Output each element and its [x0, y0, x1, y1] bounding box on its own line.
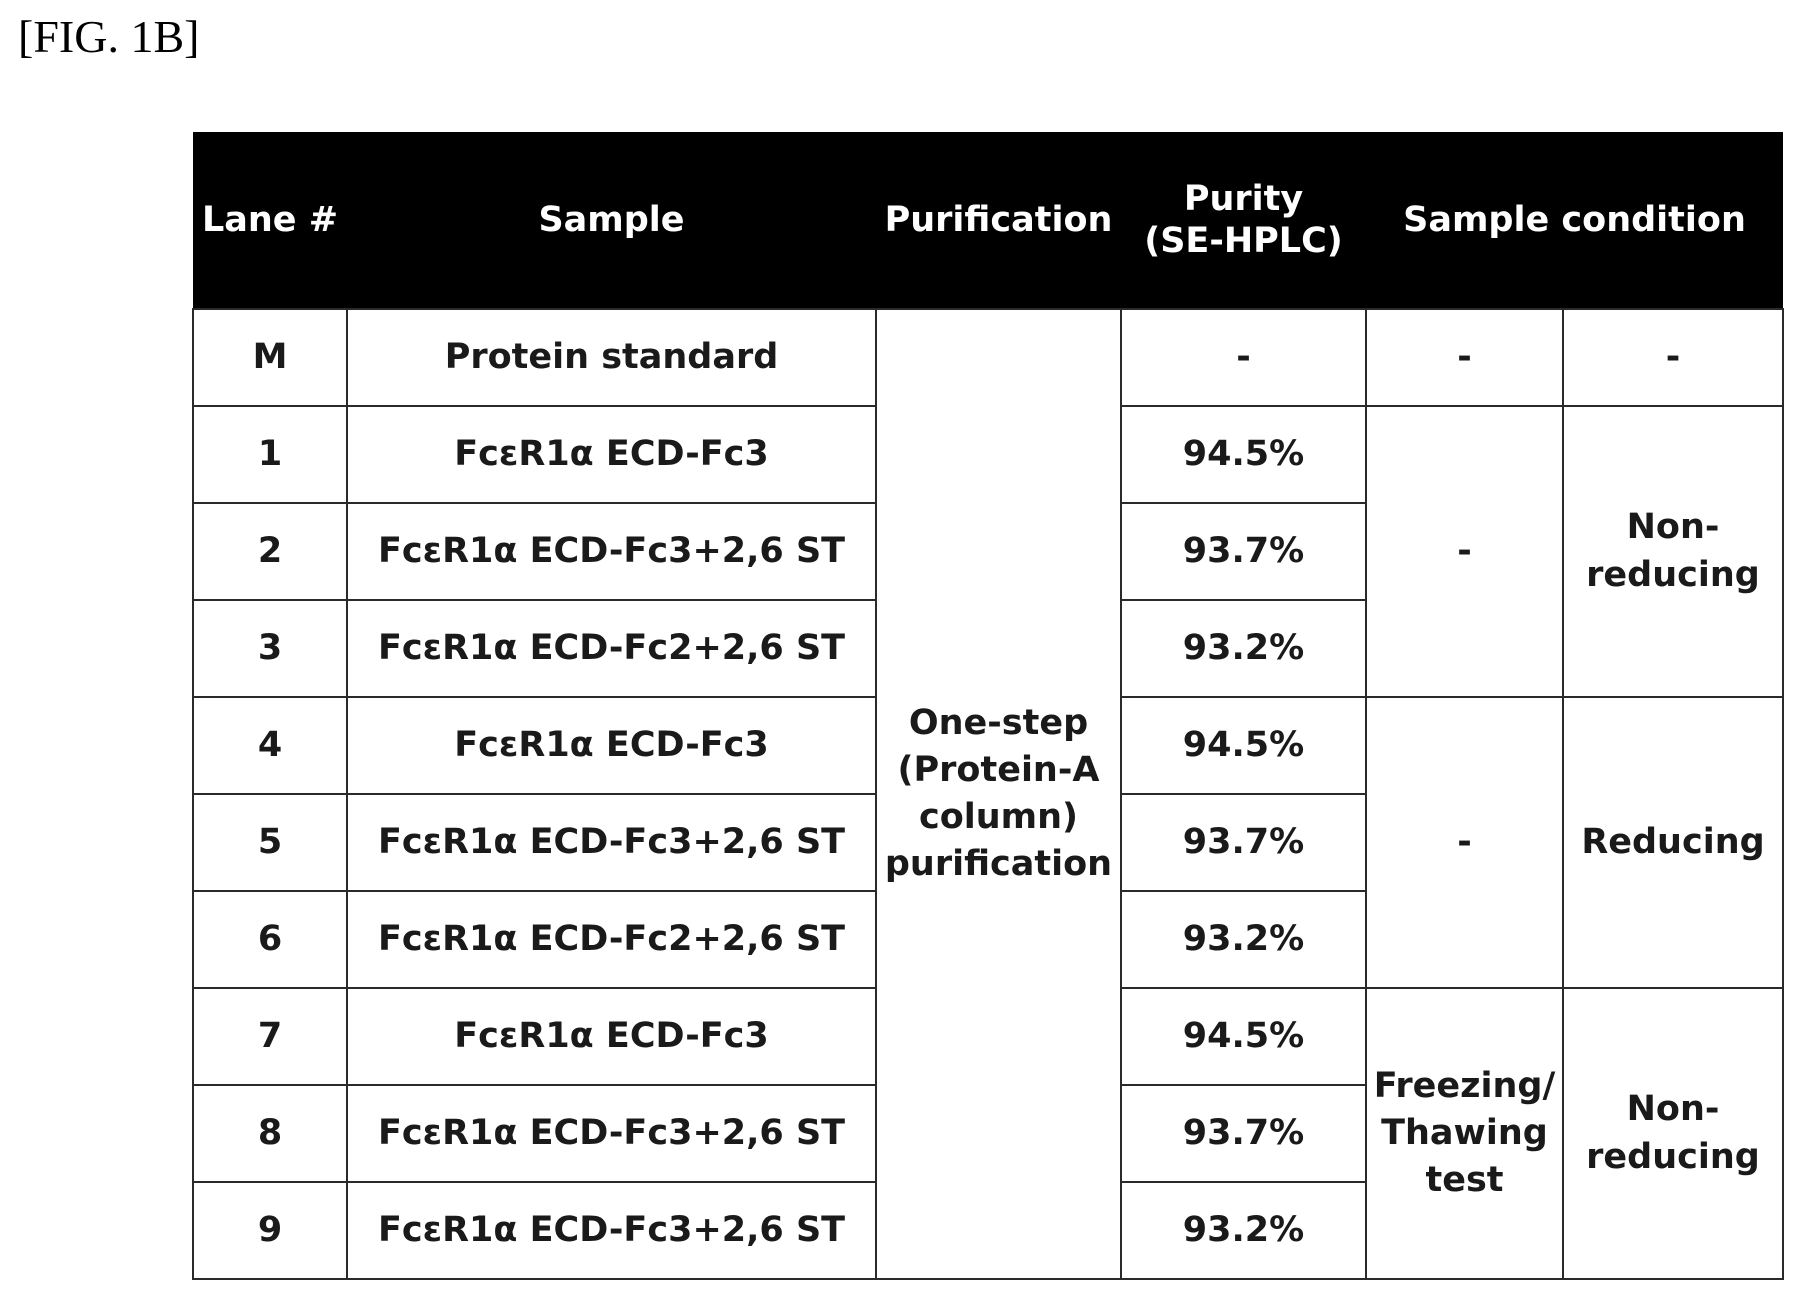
- lane-cell: 1: [192, 405, 348, 504]
- purity-cell: 93.2%: [1120, 890, 1367, 989]
- purity-cell: 93.7%: [1120, 1084, 1367, 1183]
- table-row: 6 FcεR1α ECD-Fc2+2,6 ST 93.2%: [192, 890, 1783, 989]
- purification-table: Lane # Sample Purification Purity (SE-HP…: [192, 132, 1785, 1280]
- header-row: Lane # Sample Purification Purity (SE-HP…: [193, 132, 1784, 309]
- table-row: 2 FcεR1α ECD-Fc3+2,6 ST 93.7%: [192, 502, 1783, 601]
- purity-cell: 94.5%: [1120, 405, 1367, 504]
- lane-cell: 5: [192, 793, 348, 892]
- table-row: 9 FcεR1α ECD-Fc3+2,6 ST 93.2%: [192, 1181, 1783, 1280]
- lane-cell: 7: [192, 987, 348, 1086]
- lane-cell: 3: [192, 599, 348, 698]
- condition-state-line1: Non-: [1626, 1089, 1720, 1130]
- table-row: 1 FcεR1α ECD-Fc3 94.5% - Non- reducing: [192, 405, 1785, 698]
- condition-test-cell: -: [1365, 405, 1564, 698]
- purity-cell: 93.2%: [1120, 599, 1367, 698]
- lane-cell: 6: [192, 890, 348, 989]
- sample-cell: FcεR1α ECD-Fc3+2,6 ST: [346, 1181, 877, 1280]
- purity-cell: -: [1120, 308, 1367, 407]
- header-purity: Purity (SE-HPLC): [1121, 132, 1366, 309]
- purity-cell: 93.2%: [1120, 1181, 1367, 1280]
- purification-line1: One-step: [908, 702, 1089, 743]
- condition-state-line2: reducing: [1586, 1136, 1760, 1177]
- purification-line3: column): [918, 797, 1079, 837]
- condition-state-cell: Non- reducing: [1561, 405, 1785, 698]
- lane-cell: 9: [192, 1181, 348, 1280]
- lane-cell: M: [192, 308, 348, 407]
- condition-state-cell: Non- reducing: [1561, 987, 1785, 1280]
- table-row: 3 FcεR1α ECD-Fc2+2,6 ST 93.2%: [192, 599, 1783, 698]
- condition-state-line2: reducing: [1586, 554, 1760, 595]
- condition-test-line2: Thawing: [1381, 1112, 1548, 1153]
- figure-label: [FIG. 1B]: [18, 11, 200, 62]
- header-purity-line1: Purity: [1183, 179, 1304, 219]
- condition-test-cell: -: [1365, 696, 1564, 989]
- table-row: 5 FcεR1α ECD-Fc3+2,6 ST 93.7%: [192, 793, 1783, 892]
- header-purity-line2: (SE-HPLC): [1144, 221, 1343, 261]
- purity-cell: 93.7%: [1120, 502, 1367, 601]
- purification-cell: One-step (Protein-A column) purification: [875, 308, 1122, 1280]
- header-lane: Lane #: [193, 132, 347, 309]
- table-row: 8 FcεR1α ECD-Fc3+2,6 ST 93.7%: [192, 1084, 1783, 1183]
- sample-cell: Protein standard: [346, 308, 877, 407]
- lane-cell: 4: [192, 696, 348, 795]
- purity-cell: 94.5%: [1120, 696, 1367, 795]
- purification-line2: (Protein-A: [897, 749, 1100, 790]
- purity-cell: 94.5%: [1120, 987, 1367, 1086]
- sample-cell: FcεR1α ECD-Fc3+2,6 ST: [346, 793, 877, 892]
- header-purification: Purification: [876, 132, 1121, 309]
- condition-test-line1: Freezing/: [1373, 1065, 1556, 1106]
- purification-line4: purification: [884, 844, 1113, 885]
- lane-cell: 2: [192, 502, 348, 601]
- header-sample-condition: Sample condition: [1366, 132, 1784, 309]
- sample-cell: FcεR1α ECD-Fc3+2,6 ST: [346, 1084, 877, 1183]
- lane-cell: 8: [192, 1084, 348, 1183]
- purity-cell: 93.7%: [1120, 793, 1367, 892]
- sample-cell: FcεR1α ECD-Fc2+2,6 ST: [346, 890, 877, 989]
- condition-test-cell: Freezing/ Thawing test: [1365, 987, 1564, 1280]
- condition-test-line3: test: [1425, 1160, 1504, 1201]
- sample-cell: FcεR1α ECD-Fc3: [346, 696, 877, 795]
- condition-state-line1: Non-: [1626, 507, 1720, 548]
- sample-cell: FcεR1α ECD-Fc2+2,6 ST: [346, 599, 877, 698]
- condition-state-cell: Reducing: [1561, 696, 1785, 989]
- sample-cell: FcεR1α ECD-Fc3+2,6 ST: [346, 502, 877, 601]
- sample-cell: FcεR1α ECD-Fc3: [346, 405, 877, 504]
- table-row: 7 FcεR1α ECD-Fc3 94.5% Freezing/ Thawing…: [192, 987, 1785, 1280]
- condition-test-cell: -: [1365, 308, 1564, 407]
- sample-cell: FcεR1α ECD-Fc3: [346, 987, 877, 1086]
- condition-state-cell: -: [1561, 308, 1785, 407]
- header-sample: Sample: [347, 132, 876, 309]
- table-row: M Protein standard One-step (Protein-A c…: [192, 308, 1785, 1280]
- table-row: 4 FcεR1α ECD-Fc3 94.5% - Reducing: [192, 696, 1785, 989]
